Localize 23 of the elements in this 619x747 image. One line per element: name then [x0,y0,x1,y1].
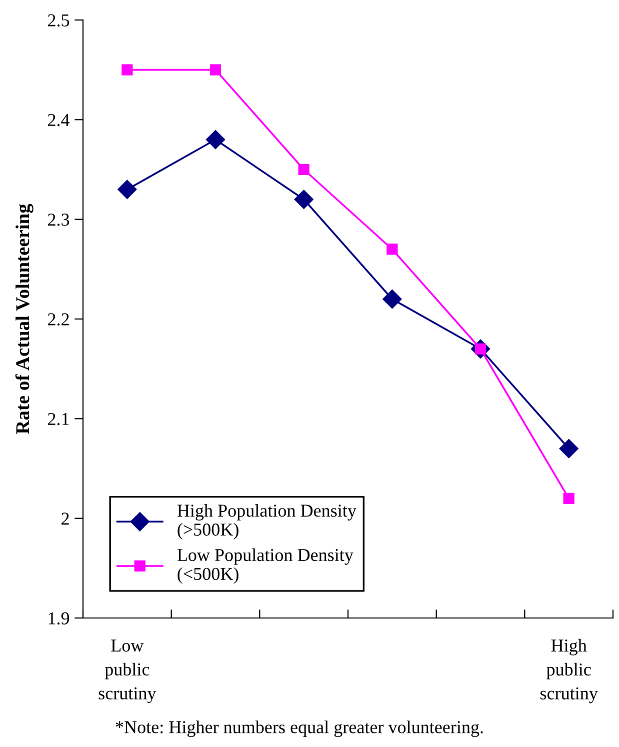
y-tick-label: 2.2 [48,313,69,326]
point [563,492,574,504]
point [386,244,398,255]
y-tick-label: 2.4 [48,114,70,126]
point [118,180,137,199]
point [382,290,402,309]
point [294,190,314,209]
x-tick-label: Low public scrutiny [98,640,156,704]
point [210,64,222,76]
point [559,439,578,458]
point [298,164,310,176]
legend-label: High Population Density (>500K) [177,504,356,540]
point [122,64,133,76]
y-tick-label: 2.1 [48,412,69,426]
legend-label: Low Population Density (<500K) [177,548,354,584]
x-tick-label: High public scrutiny [540,638,598,704]
y-tick-label: 2.5 [48,14,70,27]
y-axis-title: Rate of Actual Volunteering [15,204,34,434]
y-tick-label: 2.3 [48,214,70,226]
text: *Note: Higher numbers equal greater volunteering. [116,720,483,737]
point [206,130,226,150]
y-tick-label: 1.9 [48,612,70,625]
y-tick-label: 2 [62,512,69,525]
